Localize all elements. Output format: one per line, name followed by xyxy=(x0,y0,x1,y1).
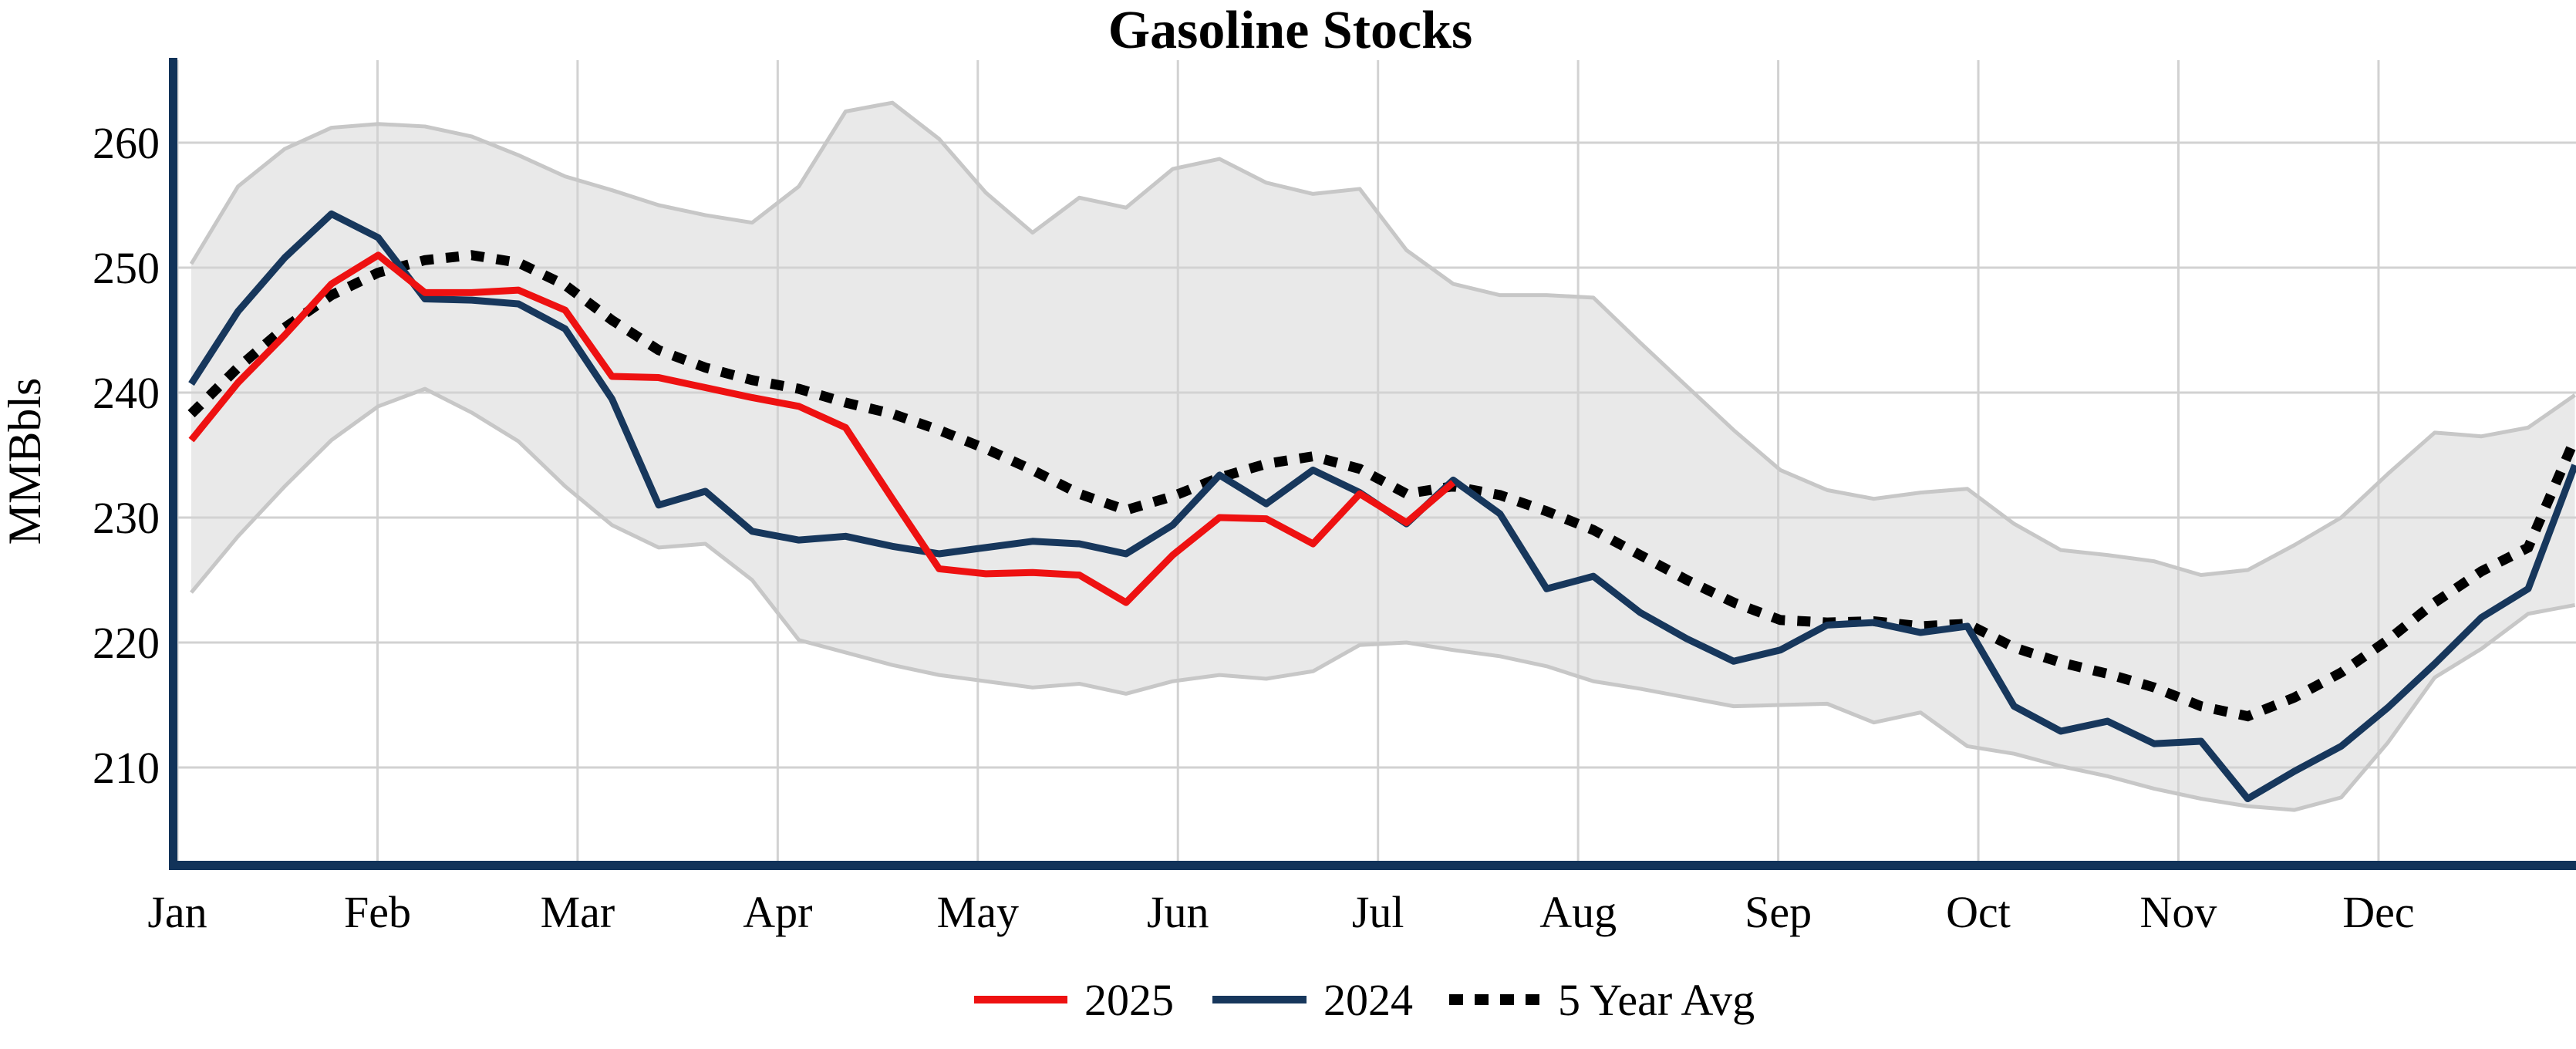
band-min-edge xyxy=(190,386,2576,812)
line-2025 xyxy=(188,251,1456,606)
y-tick-label-250: 250 xyxy=(93,243,160,293)
x-axis-spine xyxy=(169,861,2576,870)
x-tick-label-may: May xyxy=(937,887,1019,937)
x-tick-label-jan: Jan xyxy=(147,887,207,937)
x-tick-label-apr: Apr xyxy=(743,887,812,937)
line-5-year-avg xyxy=(187,250,2576,722)
x-tick-label-mar: Mar xyxy=(541,887,615,937)
y-tick-label-260: 260 xyxy=(93,118,160,168)
x-tick-label-feb: Feb xyxy=(344,887,411,937)
legend-label-2025: 2025 xyxy=(1084,975,1174,1025)
y-axis-spine xyxy=(169,58,177,870)
band-max-edge xyxy=(189,100,2576,578)
x-tick-label-jun: Jun xyxy=(1147,887,1209,937)
x-tick-label-oct: Oct xyxy=(1946,887,2011,937)
chart-title: Gasoline Stocks xyxy=(1108,1,1473,60)
y-axis-label: MMBbls xyxy=(0,378,50,545)
x-tick-label-aug: Aug xyxy=(1539,887,1617,937)
x-tick-label-jul: Jul xyxy=(1352,887,1404,937)
y-tick-label-210: 210 xyxy=(93,743,160,793)
legend-label-2024: 2024 xyxy=(1323,975,1413,1025)
x-tick-label-sep: Sep xyxy=(1745,887,1812,937)
x-tick-label-dec: Dec xyxy=(2342,887,2414,937)
y-tick-label-220: 220 xyxy=(93,618,160,668)
legend-label-5-year-avg: 5 Year Avg xyxy=(1558,975,1755,1025)
x-tick-label-nov: Nov xyxy=(2140,887,2217,937)
y-tick-label-230: 230 xyxy=(93,493,160,543)
five-year-range-band xyxy=(191,103,2575,811)
y-tick-label-240: 240 xyxy=(93,368,160,418)
